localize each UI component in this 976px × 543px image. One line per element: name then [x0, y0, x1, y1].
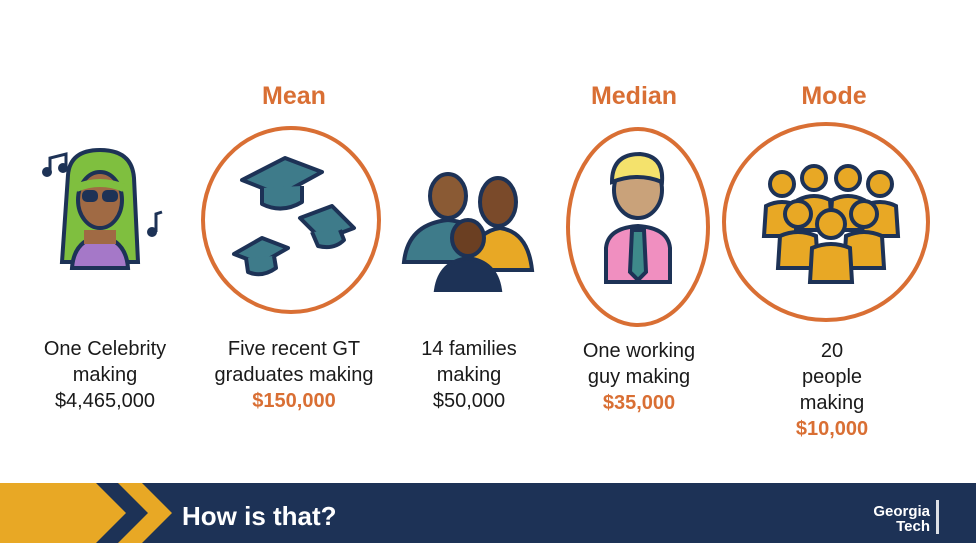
caption-line: guy making — [587, 366, 691, 388]
caption-line: making — [799, 392, 865, 414]
crowd-icon — [761, 164, 901, 284]
caption-line: Five recent GT — [227, 338, 361, 360]
median-heading: Median — [590, 82, 678, 110]
caption-families: 14 families making $50,000 — [396, 336, 542, 414]
footer-title: How is that? — [182, 501, 337, 531]
caption-celebrity: One Celebrity making $4,465,000 — [20, 336, 190, 414]
family-icon — [401, 172, 535, 292]
logo-line: Tech — [896, 518, 930, 535]
caption-line: 14 families — [421, 338, 517, 360]
caption-line: One working — [582, 340, 696, 362]
mean-heading: Mean — [262, 82, 326, 110]
amount-celebrity: $4,465,000 — [54, 390, 156, 412]
caption-line: One Celebrity — [43, 338, 167, 360]
caption-line: making — [436, 364, 502, 386]
caption-graduates: Five recent GT graduates making $150,000 — [194, 336, 394, 414]
amount-graduates: $150,000 — [252, 390, 336, 412]
caption-crowd: 20 people making $10,000 — [766, 338, 898, 442]
caption-line: making — [72, 364, 138, 386]
caption-line: people — [801, 366, 863, 388]
chevron-decoration-icon — [0, 483, 172, 543]
amount-working-guy: $35,000 — [602, 392, 676, 414]
working-guy-icon — [604, 151, 672, 284]
caption-line: graduates making — [214, 364, 374, 386]
graduation-caps-icon — [232, 156, 356, 277]
caption-line: 20 — [820, 340, 844, 362]
mode-heading: Mode — [801, 82, 867, 110]
logo-divider — [936, 500, 939, 534]
celebrity-icon — [42, 147, 163, 270]
logo-line: Georgia — [873, 503, 930, 520]
illustrations — [42, 122, 930, 327]
caption-working-guy: One working guy making $35,000 — [560, 338, 718, 416]
amount-families: $50,000 — [432, 390, 506, 412]
amount-crowd: $10,000 — [795, 418, 869, 440]
georgia-tech-logo: Georgia Tech — [858, 504, 930, 534]
